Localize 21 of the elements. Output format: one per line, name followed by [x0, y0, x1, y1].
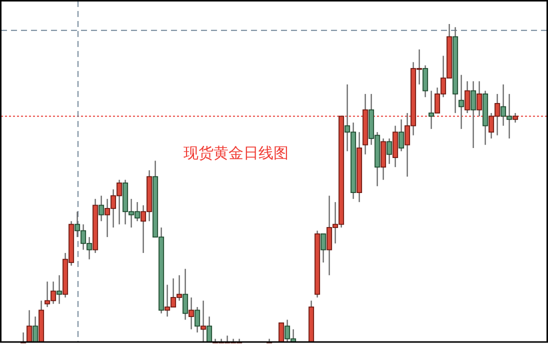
candlestick — [182, 268, 188, 320]
candlestick — [470, 80, 476, 149]
candlestick — [320, 233, 326, 264]
candlestick — [476, 80, 482, 117]
candlestick — [512, 112, 518, 124]
candlestick — [200, 300, 206, 343]
candlestick — [188, 296, 194, 330]
candlestick — [428, 90, 434, 130]
candlestick — [98, 195, 104, 222]
candlestick — [26, 310, 32, 343]
candlestick — [458, 74, 464, 130]
candlestick — [278, 322, 284, 342]
candlestick — [56, 274, 62, 304]
candlestick — [386, 138, 392, 165]
candlestick — [464, 80, 470, 114]
candlestick — [398, 118, 404, 152]
text: 现货黄金日线图 — [184, 144, 288, 162]
candlestick — [422, 64, 428, 98]
candlestick — [206, 316, 212, 343]
candlestick — [32, 316, 38, 343]
candlestick — [194, 306, 200, 334]
